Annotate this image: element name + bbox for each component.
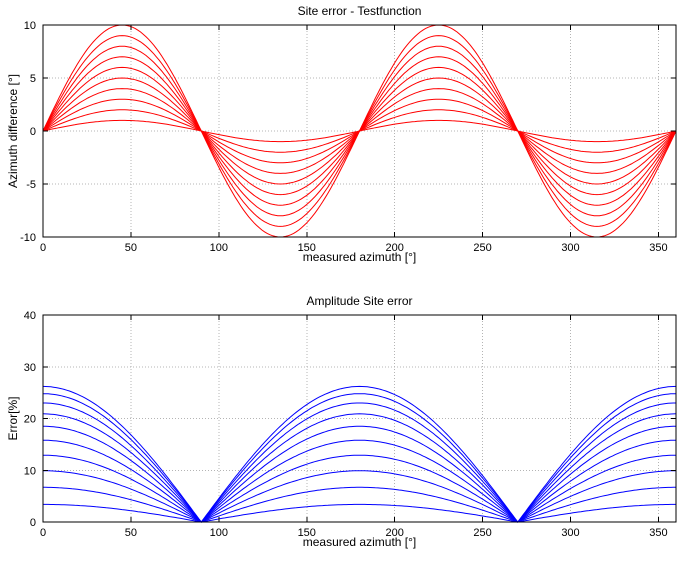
y-tick-label: 0 bbox=[30, 517, 36, 529]
x-tick-label: 300 bbox=[561, 242, 579, 254]
series-line bbox=[43, 486, 676, 523]
top-chart-canvas: 0 50 100 150 200 250 300 350 -10 -5 0 5 10 bbox=[20, 20, 677, 254]
grid-lines bbox=[43, 25, 676, 237]
series-line bbox=[43, 503, 676, 523]
bottom-chart-canvas: 0 50 100 150 200 250 300 350 0 10 20 30 40 bbox=[24, 310, 677, 539]
series-lines bbox=[42, 385, 677, 523]
series-line bbox=[42, 454, 677, 523]
y-tick-label: 0 bbox=[30, 126, 36, 138]
tick-marks bbox=[42, 314, 676, 523]
x-tick-label: 200 bbox=[385, 242, 403, 254]
x-tick-label: 300 bbox=[561, 527, 579, 539]
y-tick-label: 10 bbox=[24, 20, 36, 32]
tick-labels: 0 50 100 150 200 250 300 350 0 10 20 30 40 bbox=[24, 310, 668, 539]
x-tick-label: 100 bbox=[210, 242, 228, 254]
x-tick-label: 0 bbox=[40, 527, 46, 539]
tick-marks bbox=[42, 24, 676, 238]
x-tick-label: 50 bbox=[125, 527, 137, 539]
series-line bbox=[43, 393, 676, 523]
series-line bbox=[43, 402, 676, 523]
x-tick-label: 200 bbox=[385, 527, 403, 539]
y-tick-label: 5 bbox=[30, 73, 36, 85]
bottom-chart-xlabel: measured azimuth [°] bbox=[302, 535, 417, 549]
x-tick-label: 350 bbox=[649, 527, 667, 539]
y-tick-label: 40 bbox=[24, 310, 36, 322]
y-tick-label: 10 bbox=[24, 465, 36, 477]
bottom-chart-title: Amplitude Site error bbox=[306, 294, 413, 308]
top-chart-ylabel: Azimuth difference [°] bbox=[6, 74, 20, 188]
tick-labels: 0 50 100 150 200 250 300 350 -10 -5 0 5 10 bbox=[20, 20, 668, 254]
subplot-amplitude-error: 0 50 100 150 200 250 300 350 0 10 20 30 40 Amplitude… bbox=[0, 285, 692, 571]
grid-lines bbox=[43, 315, 676, 522]
x-tick-label: 150 bbox=[298, 242, 316, 254]
x-tick-label: 250 bbox=[473, 242, 491, 254]
series-line bbox=[42, 24, 677, 238]
series-line bbox=[42, 385, 677, 523]
series-line bbox=[43, 425, 676, 523]
series-line bbox=[42, 413, 677, 523]
y-tick-label: 30 bbox=[24, 362, 36, 374]
x-tick-label: 150 bbox=[298, 527, 316, 539]
subplot-azimuth-difference: 0 50 100 150 200 250 300 350 -10 -5 0 5 10 Site erro… bbox=[0, 0, 692, 285]
axes-box bbox=[42, 314, 677, 523]
series-line bbox=[42, 439, 677, 523]
series-lines bbox=[42, 24, 677, 238]
y-tick-label: -5 bbox=[26, 179, 36, 191]
x-tick-label: 50 bbox=[125, 242, 137, 254]
x-tick-label: 100 bbox=[210, 527, 228, 539]
x-tick-label: 250 bbox=[473, 527, 491, 539]
y-tick-label: -10 bbox=[20, 232, 36, 244]
bottom-chart-ylabel: Error[%] bbox=[6, 396, 20, 441]
x-tick-label: 350 bbox=[649, 242, 667, 254]
x-tick-label: 0 bbox=[40, 242, 46, 254]
top-chart-title: Site error - Testfunction bbox=[297, 4, 422, 18]
series-line bbox=[43, 470, 676, 523]
y-tick-label: 20 bbox=[24, 414, 36, 426]
top-chart-xlabel: measured azimuth [°] bbox=[302, 250, 417, 264]
